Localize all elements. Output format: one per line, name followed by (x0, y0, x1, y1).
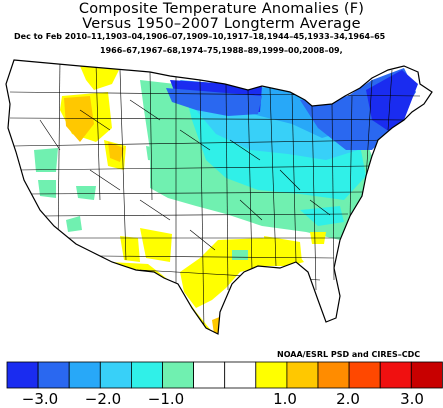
anomaly-region (66, 216, 82, 232)
legend-tick-minus-3: −3.0 (21, 390, 59, 408)
legend-tick-2: 2.0 (336, 390, 360, 408)
division-boundary (225, 83, 229, 291)
anomaly-region (166, 88, 262, 116)
legend-swatch (224, 361, 257, 389)
legend-tick-1: 1.0 (273, 390, 297, 408)
legend-tick-3: 3.0 (400, 390, 424, 408)
legend-swatch (130, 361, 163, 389)
legend-swatch (6, 361, 39, 389)
legend-swatch (379, 361, 412, 389)
legend-tick-minus-1: −1.0 (147, 390, 185, 408)
legend-swatch (410, 361, 443, 389)
legend-swatch (162, 361, 195, 389)
division-boundary (365, 79, 373, 181)
division-boundary (9, 117, 411, 121)
anomaly-region (38, 180, 56, 198)
anomaly-region (366, 70, 418, 132)
division-boundary (349, 95, 353, 221)
anomaly-region (80, 66, 120, 90)
division-boundary (309, 199, 331, 216)
division-boundary (291, 91, 297, 263)
division-boundary (199, 79, 205, 331)
division-boundary (279, 169, 301, 191)
anomaly-region (232, 250, 248, 260)
chart-subtitle: Versus 1950–2007 Longterm Average (82, 16, 361, 32)
division-boundary (89, 169, 121, 191)
color-legend (6, 361, 443, 389)
legend-swatch (99, 361, 132, 389)
data-source-credit: NOAA/ESRL PSD and CIRES–CDC (277, 350, 421, 359)
legend-swatch (348, 361, 381, 389)
anomaly-region (146, 146, 170, 162)
legend-swatch (193, 361, 226, 389)
us-anomaly-map (5, 59, 433, 335)
division-boundary (39, 119, 61, 151)
anomaly-region (248, 206, 268, 218)
division-boundary (129, 99, 161, 121)
legend-swatch (37, 361, 70, 389)
division-boundary (247, 89, 253, 271)
division-boundary (13, 139, 391, 147)
anomaly-region (76, 186, 96, 200)
division-boundary (269, 87, 277, 267)
division-boundary (119, 69, 127, 261)
division-boundary (9, 91, 421, 97)
anomaly-region (120, 236, 140, 262)
division-boundary (95, 63, 101, 201)
division-boundary (179, 129, 211, 151)
legend-swatch (255, 361, 288, 389)
division-boundary (139, 199, 171, 221)
division-boundary (229, 139, 261, 161)
division-boundary (79, 109, 111, 131)
anomaly-region (108, 142, 124, 162)
division-boundary (39, 213, 349, 217)
division-boundary (99, 255, 335, 259)
division-boundary (25, 191, 365, 195)
division-boundary (17, 165, 371, 171)
division-boundary (311, 105, 317, 291)
division-boundary (239, 199, 263, 221)
composite-years-line-1: Dec to Feb 2010–11,1903–04,1906–07,1909–… (14, 32, 386, 41)
anomaly-region (64, 96, 94, 142)
composite-years-line-2: 1966–67,1967–68,1974–75,1988–89,1999–00,… (100, 46, 343, 55)
legend-swatch (317, 361, 350, 389)
legend-tick-minus-2: −2.0 (84, 390, 122, 408)
anomaly-region (264, 236, 302, 264)
chart-title: Composite Temperature Anomalies (F) (78, 1, 365, 17)
anomaly-region (140, 228, 172, 262)
legend-swatch (68, 361, 101, 389)
anomaly-region (34, 148, 58, 172)
legend-swatch (286, 361, 319, 389)
division-boundary (189, 229, 216, 251)
division-boundary (57, 60, 61, 251)
